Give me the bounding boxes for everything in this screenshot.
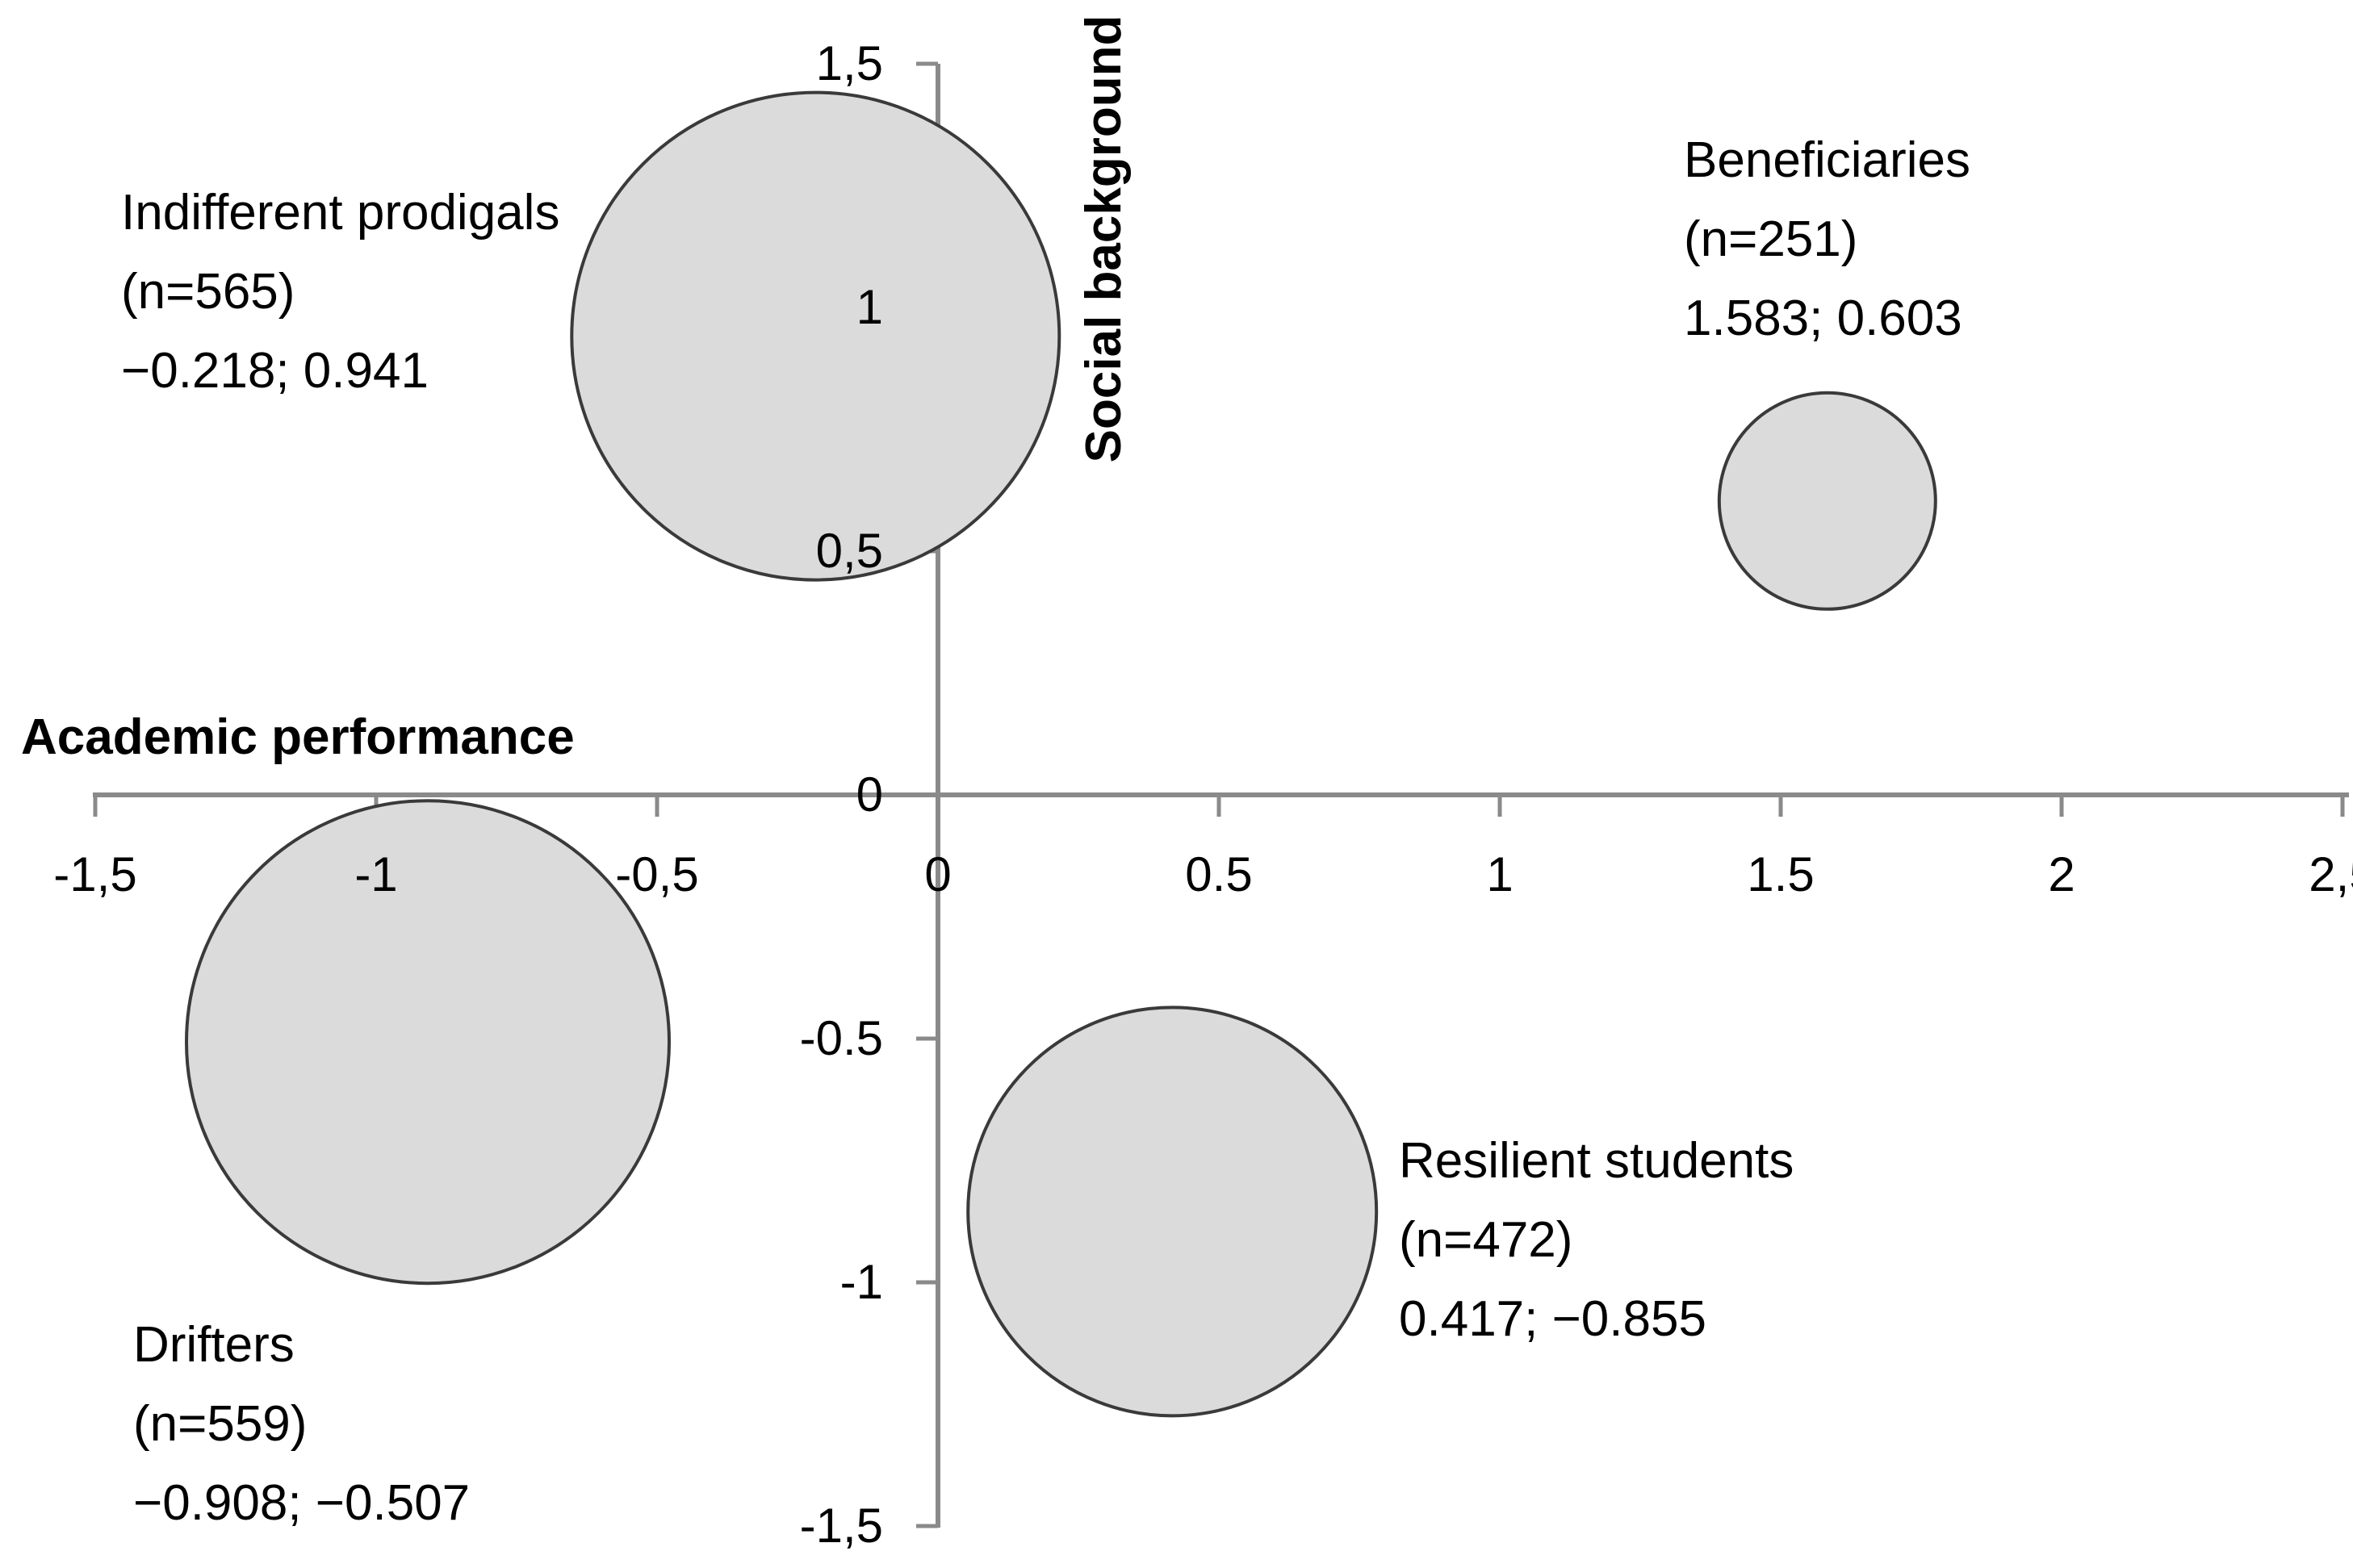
bubble-drifters <box>185 799 671 1286</box>
x-axis-title: Academic performance <box>21 709 575 765</box>
bubble-beneficiaries <box>1717 391 1937 611</box>
y-axis-title: Social background <box>1076 15 1132 463</box>
bubble-indifferent-prodigals <box>570 90 1061 582</box>
bubble-resilient-students <box>966 1006 1379 1418</box>
